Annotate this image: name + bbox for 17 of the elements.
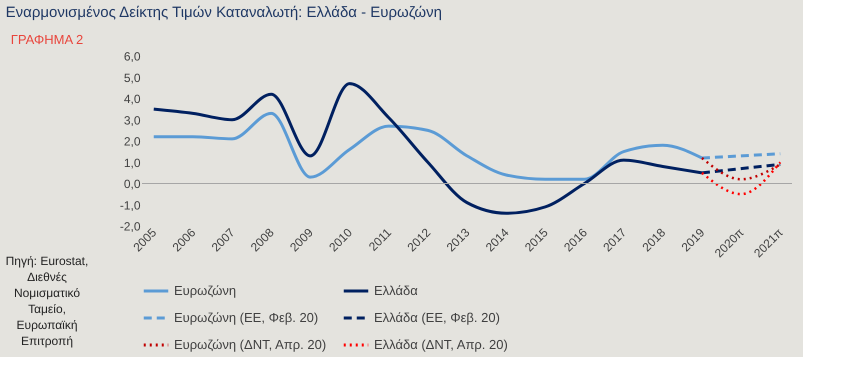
y-tick-label: 2,0 [124,134,141,148]
y-tick-label: 3,0 [124,113,141,128]
text: Πηγή: Eurostat, Διεθνές Νομισματικό Ταμείο, Ευρωπαϊκή Επιτροπή [6,254,88,348]
y-tick-label: 5,0 [124,70,141,85]
legend-label: Ελλάδα [374,283,418,298]
text: ΓΡΑΦΗΜΑ 2 [10,32,84,47]
y-tick-label: 0,0 [124,177,141,191]
legend-label: Ευρωζώνη (ΕΕ, Φεβ. 20) [174,310,318,325]
y-tick-label: 4,0 [124,92,141,106]
legend-label: Ελλάδα (ΔΝΤ, Απρ. 20) [374,337,508,352]
y-tick-label: -1,0 [120,198,141,212]
legend-label: Ελλάδα (ΕΕ, Φεβ. 20) [374,310,500,325]
y-tick-label: 6,0 [124,50,141,64]
chart-title: Εναρμονισμένος Δείκτης Τιμών Καταναλωτή: Ελλάδα - Ευρωζώνη [6,4,442,21]
y-tick-label: 1,0 [124,156,141,170]
legend-label: Ευρωζώνη [174,283,236,298]
legend-label: Ευρωζώνη (ΔΝΤ, Απρ. 20) [174,337,326,352]
